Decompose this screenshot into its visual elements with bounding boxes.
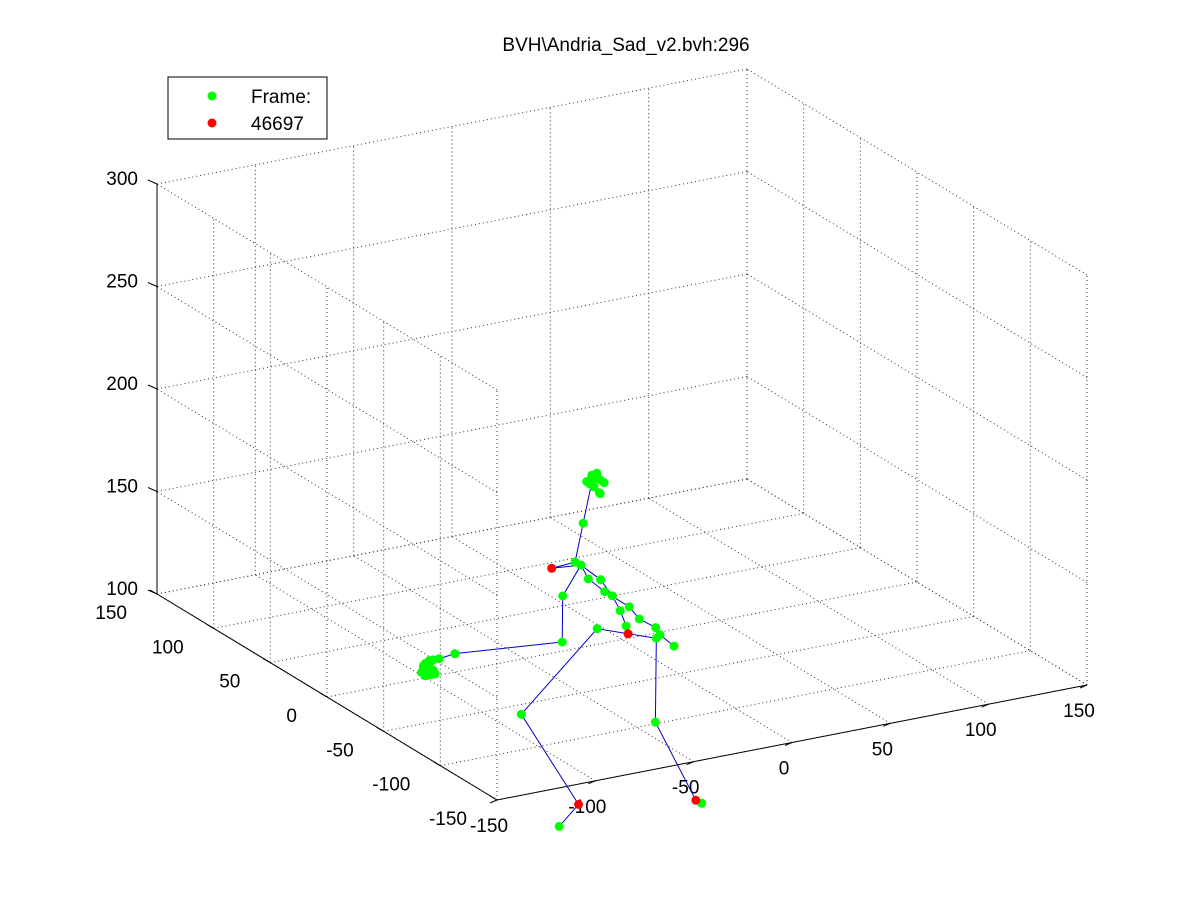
x-tick-label: -100 <box>568 797 606 818</box>
y-tick-label: 150 <box>95 603 127 624</box>
z-tick-label: 250 <box>106 272 138 293</box>
grid-line <box>213 512 804 629</box>
joint-marker <box>516 709 526 719</box>
y-tick-mark <box>263 658 271 664</box>
x-tick-mark <box>588 780 596 785</box>
bone-segment <box>654 721 697 801</box>
joint-marker <box>592 624 602 634</box>
grid-line <box>270 547 861 664</box>
z-tick-mark <box>147 384 158 390</box>
joint-marker <box>651 623 661 633</box>
y-tick-label: -150 <box>429 809 467 830</box>
grid-line <box>156 376 748 492</box>
z-tick-label: 300 <box>106 169 138 190</box>
y-tick-label: -50 <box>326 740 353 761</box>
joint-marker <box>582 477 592 487</box>
skeleton-joints <box>416 468 707 831</box>
y-tick-label: 100 <box>152 637 184 658</box>
joint-marker <box>599 478 609 488</box>
joint-marker-red <box>547 563 557 573</box>
z-tick-mark <box>147 282 158 287</box>
x-tick-mark <box>981 703 989 708</box>
bone-segment <box>558 804 579 827</box>
joint-marker <box>558 591 568 601</box>
y-tick-mark <box>376 726 384 732</box>
x-tick-label: 100 <box>965 720 997 741</box>
joint-marker <box>450 649 460 659</box>
joint-marker <box>420 671 430 681</box>
legend-marker-frame <box>207 91 217 101</box>
joint-marker <box>624 602 634 612</box>
bone-segment <box>520 714 579 805</box>
joint-marker <box>651 633 661 643</box>
bone-segment <box>597 628 629 635</box>
legend-box <box>167 76 328 140</box>
y-tick-mark <box>433 761 441 767</box>
legend: Frame: 46697 <box>167 76 328 140</box>
grid-line <box>156 171 748 287</box>
y-tick-label: 50 <box>219 672 240 693</box>
joint-marker <box>607 591 617 601</box>
z-tick-label: 150 <box>106 477 138 498</box>
grid-line <box>383 615 974 732</box>
joint-marker <box>420 663 430 673</box>
grid-line <box>156 273 748 390</box>
x-tick-mark <box>1079 684 1088 689</box>
y-tick-label: 0 <box>286 706 297 727</box>
joint-marker-red <box>691 795 701 805</box>
grid-line <box>156 478 748 595</box>
bone-segment <box>628 633 657 639</box>
x-tick-label: -150 <box>470 816 508 837</box>
z-tick-mark <box>147 487 158 492</box>
y-tick-label: -100 <box>372 775 410 796</box>
bone-segment <box>562 564 582 597</box>
z-tick-mark <box>147 179 158 185</box>
y-tick-mark <box>319 692 328 698</box>
grid-line <box>156 68 748 185</box>
joint-marker <box>615 606 625 616</box>
legend-label-frame: Frame: <box>251 87 311 108</box>
y-tick-mark <box>206 623 214 629</box>
joint-marker <box>570 557 580 567</box>
x-tick-mark <box>686 761 694 766</box>
joint-marker <box>557 637 567 647</box>
joint-marker <box>589 482 599 492</box>
x-tick-label: 0 <box>779 759 790 780</box>
y-tick-mark <box>489 795 498 801</box>
joint-marker <box>669 641 679 651</box>
bone-segment <box>654 638 657 723</box>
z-tick-mark <box>147 589 158 595</box>
x-tick-mark <box>489 799 498 804</box>
bone-segment <box>520 628 598 715</box>
x-tick-mark <box>784 742 793 746</box>
legend-marker-value <box>207 118 217 128</box>
joint-marker <box>554 821 564 831</box>
chart-title: BVH\Andria_Sad_v2.bvh:296 <box>502 35 749 56</box>
joint-marker <box>596 575 606 585</box>
joint-marker-red <box>574 799 584 809</box>
joint-marker <box>650 717 660 727</box>
joint-marker <box>583 574 593 584</box>
bone-segment <box>574 523 584 563</box>
joint-marker <box>621 621 631 631</box>
z-tick-label: 100 <box>106 579 138 600</box>
joint-marker-red <box>623 629 633 639</box>
legend-label-value: 46697 <box>251 114 304 135</box>
joint-marker <box>595 489 605 499</box>
grid-line <box>440 650 1031 767</box>
z-tick-label: 200 <box>106 374 138 395</box>
axes-ticks: -150-100-50050100150-150-100-50050100150… <box>95 169 1095 837</box>
bone-segment <box>454 641 563 655</box>
x-tick-label: 50 <box>872 739 893 760</box>
joint-marker <box>634 614 644 624</box>
x-tick-mark <box>883 722 891 727</box>
joint-marker <box>578 518 588 528</box>
x-tick-label: 150 <box>1063 701 1095 722</box>
joint-marker <box>600 587 610 597</box>
